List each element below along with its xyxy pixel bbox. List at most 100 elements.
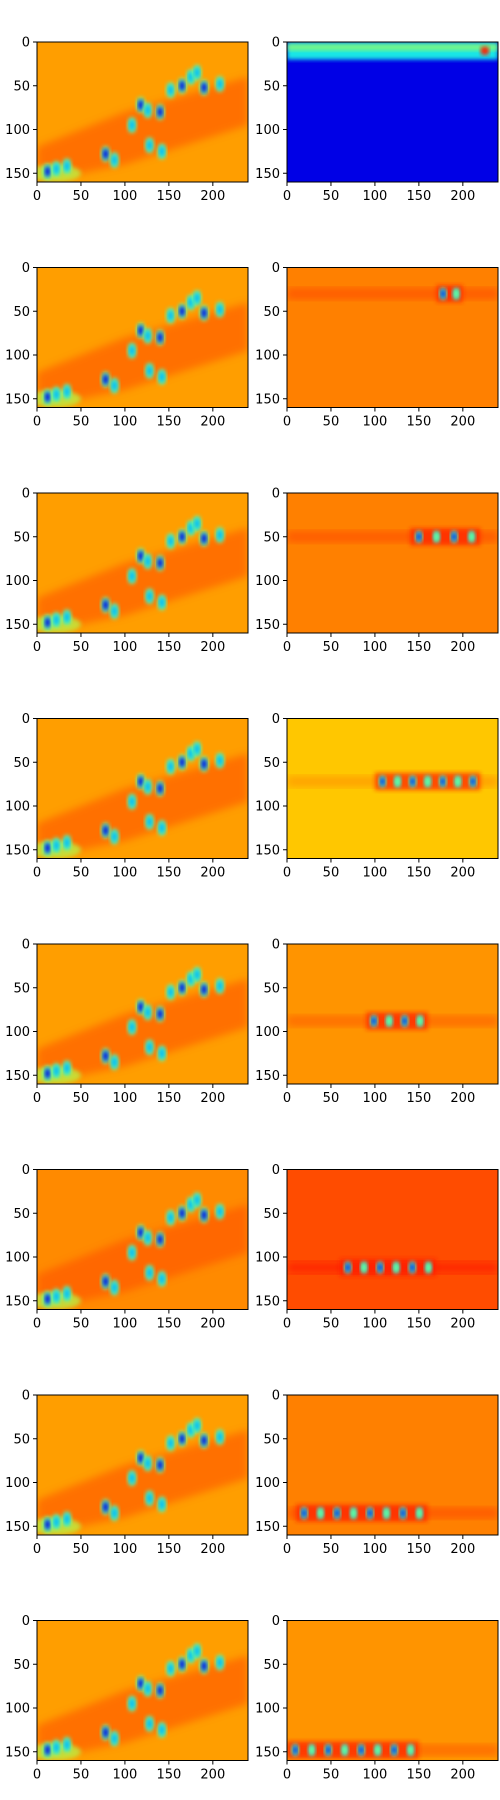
x-tick-label: 150 [406,1317,431,1332]
x-tick-label: 150 [406,1542,431,1557]
x-tick-label: 100 [363,189,388,204]
x-tick-label: 100 [363,866,388,881]
x-tick-label: 0 [33,866,41,881]
x-tick-label: 150 [156,189,181,204]
heatmap-panel-r4-c1: 0 50 100 150 200 0 50 100 150 [255,938,499,1106]
x-tick-label: 100 [113,1768,138,1783]
x-tick-label: 0 [283,415,291,430]
x-tick-label: 150 [406,1091,431,1106]
heatmap-panel-r7-c0: 0 50 100 150 200 0 50 100 150 [5,1614,249,1783]
axis-frame [286,492,499,634]
x-tick-label: 200 [200,1768,225,1783]
y-tick-label: 150 [255,392,280,407]
y-tick-label: 50 [13,1207,30,1222]
heatmap-panel-r0-c1: 0 50 100 150 200 0 50 100 150 [255,36,499,204]
y-tick-label: 0 [22,1614,30,1629]
y-tick-label: 0 [272,487,280,502]
y-tick-label: 150 [5,1069,30,1084]
axis-frame [36,1394,249,1536]
y-tick-label: 100 [255,349,280,364]
x-tick-label: 200 [200,189,225,204]
y-tick-label: 0 [272,1163,280,1178]
y-tick-label: 50 [263,981,280,996]
x-tick-label: 0 [283,866,291,881]
y-tick-label: 0 [22,1389,30,1404]
x-tick-label: 150 [156,1768,181,1783]
heatmap-panel-r7-c1: 0 50 100 150 200 0 50 100 150 [255,1614,499,1783]
x-tick-label: 200 [450,415,475,430]
y-tick-label: 150 [255,618,280,633]
y-tick-label: 0 [22,712,30,727]
x-tick-label: 200 [200,640,225,655]
axis-frame [286,267,499,408]
y-tick-label: 0 [22,1163,30,1178]
x-tick-label: 0 [283,1091,291,1106]
x-tick-label: 200 [450,640,475,655]
axis-frame [286,943,499,1085]
x-tick-label: 50 [323,415,340,430]
x-tick-label: 100 [113,1091,138,1106]
x-tick-label: 50 [323,189,340,204]
y-tick-label: 50 [13,530,30,545]
y-tick-label: 150 [255,1294,280,1309]
y-tick-label: 50 [13,756,30,771]
y-tick-label: 100 [255,800,280,815]
x-tick-label: 50 [73,866,90,881]
x-tick-label: 150 [156,866,181,881]
axis-frame [286,718,499,859]
x-tick-label: 50 [323,1542,340,1557]
y-tick-label: 50 [263,756,280,771]
x-tick-label: 200 [450,1317,475,1332]
x-tick-label: 100 [363,640,388,655]
y-tick-label: 100 [5,123,30,138]
x-tick-label: 50 [323,866,340,881]
axis-frame [36,1169,249,1310]
x-tick-label: 200 [450,1542,475,1557]
y-tick-label: 50 [13,981,30,996]
y-tick-label: 100 [5,800,30,815]
y-tick-label: 50 [13,1432,30,1447]
x-tick-label: 0 [33,1091,41,1106]
x-tick-label: 50 [323,1317,340,1332]
panel-background [287,1169,498,1310]
y-tick-label: 100 [255,574,280,589]
axis-frame [286,1394,499,1536]
x-tick-label: 200 [200,866,225,881]
x-tick-label: 0 [33,1542,41,1557]
x-tick-label: 50 [73,1542,90,1557]
x-tick-label: 100 [363,1091,388,1106]
x-tick-label: 50 [323,1091,340,1106]
heatmap-panel-r6-c0: 0 50 100 150 200 0 50 100 150 [5,1389,249,1557]
x-tick-label: 100 [113,1317,138,1332]
x-tick-label: 150 [406,1768,431,1783]
y-tick-label: 150 [255,1520,280,1535]
x-tick-label: 100 [113,866,138,881]
x-tick-label: 0 [33,415,41,430]
x-tick-label: 50 [323,1768,340,1783]
x-tick-label: 150 [156,415,181,430]
x-tick-label: 100 [113,1542,138,1557]
heatmap-panel-r4-c0: 0 50 100 150 200 0 50 100 150 [5,938,249,1106]
x-tick-label: 150 [156,640,181,655]
axis-frame [36,267,249,408]
x-tick-label: 50 [73,415,90,430]
x-tick-label: 150 [406,640,431,655]
x-tick-label: 100 [113,189,138,204]
y-tick-label: 0 [22,487,30,502]
y-tick-label: 150 [5,618,30,633]
x-tick-label: 100 [363,1542,388,1557]
y-tick-label: 150 [255,1745,280,1760]
axis-frame [36,492,249,634]
y-tick-label: 100 [5,1702,30,1717]
axis-frame [36,1620,249,1761]
x-tick-label: 0 [283,640,291,655]
x-tick-label: 0 [33,1317,41,1332]
x-tick-label: 200 [200,1317,225,1332]
x-tick-label: 150 [406,866,431,881]
x-tick-label: 50 [323,640,340,655]
y-tick-label: 50 [263,305,280,320]
x-tick-label: 150 [406,189,431,204]
x-tick-label: 100 [113,640,138,655]
y-tick-label: 50 [13,1658,30,1673]
x-tick-label: 200 [450,189,475,204]
